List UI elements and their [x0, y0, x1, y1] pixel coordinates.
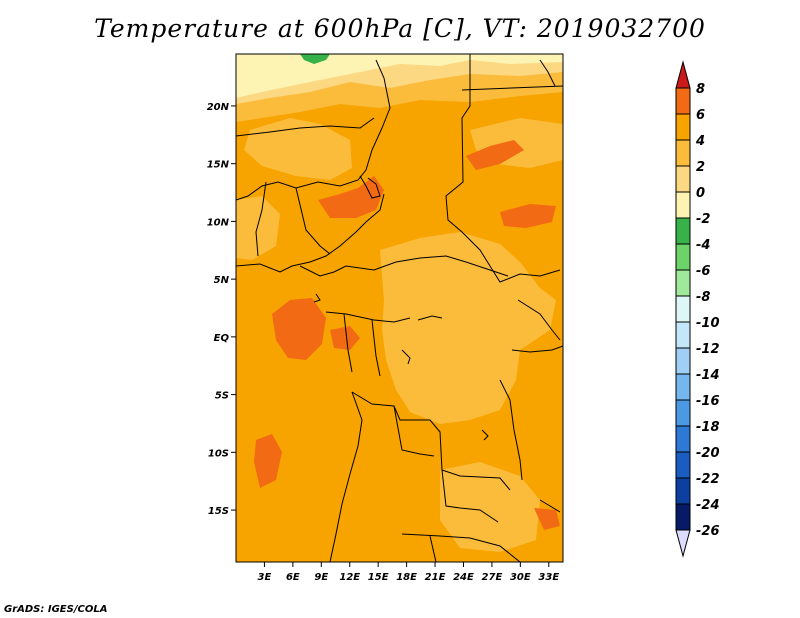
lon-tick-label: 15E [368, 572, 389, 583]
colorbar-over-triangle [675, 60, 691, 89]
lon-tick-label: 3E [258, 572, 272, 583]
colorbar-label: -14 [696, 368, 720, 383]
colorbar-swatch [675, 191, 691, 219]
colorbar-label: -26 [696, 524, 720, 539]
colorbar-label: -2 [696, 212, 710, 227]
colorbar-swatch [675, 87, 691, 115]
colorbar-label: -16 [696, 394, 720, 409]
colorbar-swatch [675, 503, 691, 531]
lat-tick-label: 5S [215, 391, 229, 402]
colorbar-label: -12 [696, 342, 720, 357]
lon-tick-label: 27E [482, 572, 503, 583]
lon-tick-label: 21E [425, 572, 446, 583]
field-warm-nigeria [318, 176, 384, 218]
lat-tick-label: EQ [214, 333, 230, 344]
colorbar-label: 6 [696, 108, 705, 123]
lat-tick-label: 15S [208, 506, 229, 517]
colorbar-label: 2 [696, 160, 705, 175]
field-warm-congo [330, 326, 360, 350]
colorbar-swatch [675, 477, 691, 505]
field-warm-gabon [272, 298, 326, 360]
lon-tick-label: 30E [510, 572, 531, 583]
colorbar-label: 0 [696, 186, 705, 201]
lat-tick-label: 15N [207, 160, 230, 171]
colorbar-label: 8 [696, 82, 705, 97]
lon-tick-label: 9E [314, 572, 328, 583]
field-warm-sudan-2 [500, 204, 556, 228]
colorbar-swatch [675, 399, 691, 427]
lon-tick-label: 24E [453, 572, 474, 583]
lat-tick-label: 5N [214, 275, 230, 286]
lat-tick-label: 10N [207, 217, 230, 228]
field-north-cooler [236, 54, 563, 98]
lon-tick-label: 6E [286, 572, 300, 583]
colorbar-label: -4 [696, 238, 710, 253]
colorbar-label: -10 [696, 316, 720, 331]
colorbar-label: -20 [696, 446, 720, 461]
field-central-cool [380, 232, 556, 424]
colorbar-label: -18 [696, 420, 720, 435]
colorbar-swatch [675, 295, 691, 323]
country-borders [236, 54, 563, 562]
field-southeast-cool [440, 462, 540, 552]
colorbar-swatch [675, 269, 691, 297]
lon-tick-label: 18E [396, 572, 417, 583]
colorbar-swatch [675, 425, 691, 453]
colorbar-swatch [675, 139, 691, 167]
field-west-cool [236, 196, 280, 260]
colorbar-label: -6 [696, 264, 710, 279]
colorbar-swatch [675, 113, 691, 141]
lon-tick-label: 12E [339, 572, 360, 583]
colorbar-swatch [675, 451, 691, 479]
colorbar-swatch [675, 347, 691, 375]
colorbar: 8 6 4 2 0 -2 -4 -6 -8 -10 -12 -14 -16 -18 -20 -22 -24 -26 [675, 60, 720, 558]
field-central-cool-2 [244, 118, 352, 180]
map-title: Temperature at 600hPa [C], VT: 201903270… [94, 14, 706, 43]
colorbar-swatch [675, 217, 691, 245]
field-north-green [300, 54, 330, 64]
colorbar-label: -24 [696, 498, 720, 513]
map-panel [236, 54, 563, 562]
colorbar-swatch [675, 165, 691, 193]
colorbar-swatch [675, 373, 691, 401]
field-warm-angola [254, 434, 282, 488]
colorbar-under-triangle [675, 529, 691, 558]
colorbar-swatch [675, 321, 691, 349]
field-warm-sudan [466, 140, 524, 170]
colorbar-label: -22 [696, 472, 720, 487]
lon-axis: 3E 6E 9E 12E 15E 18E 21E 24E 27E 30E 33E [258, 562, 559, 583]
lat-tick-label: 10S [208, 448, 229, 459]
map-frame [235, 53, 564, 563]
lon-tick-label: 33E [538, 572, 559, 583]
lat-axis: 20N 15N 10N 5N EQ 5S 10S 15S [207, 102, 236, 517]
colorbar-label: -8 [696, 290, 710, 305]
field-warm-mozambique [534, 508, 560, 530]
colorbar-label: 4 [695, 134, 705, 149]
grads-credit: GrADS: IGES/COLA [4, 604, 108, 615]
lat-tick-label: 20N [207, 102, 230, 113]
colorbar-swatch [675, 243, 691, 271]
